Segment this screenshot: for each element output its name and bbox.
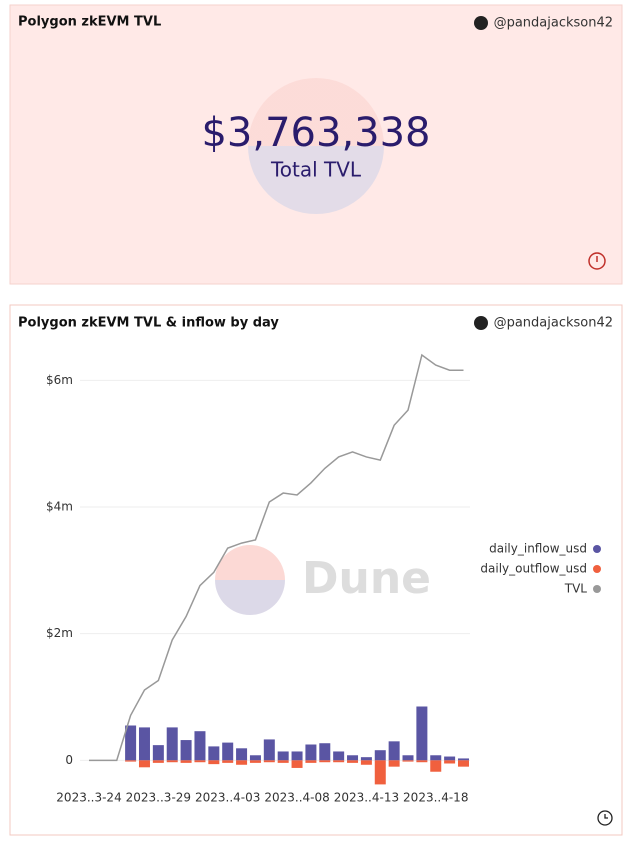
x-tick-label: 2023..4-13 bbox=[334, 791, 399, 805]
bar bbox=[444, 756, 456, 761]
bar bbox=[305, 760, 317, 763]
bar bbox=[249, 760, 261, 763]
x-tick-label: 2023..3-24 bbox=[56, 791, 121, 805]
bar bbox=[236, 748, 248, 761]
bar bbox=[222, 760, 234, 763]
bar bbox=[152, 745, 164, 761]
bar bbox=[402, 755, 414, 761]
y-tick-label: 0 bbox=[65, 753, 73, 767]
bar bbox=[360, 760, 372, 765]
bar bbox=[291, 760, 303, 768]
bar bbox=[416, 760, 428, 763]
bar bbox=[333, 760, 345, 763]
chart-title: Polygon zkEVM TVL & inflow by day bbox=[18, 316, 279, 331]
counter-title: Polygon zkEVM TVL bbox=[18, 15, 161, 30]
bar bbox=[263, 760, 275, 763]
bar bbox=[194, 731, 206, 761]
bar bbox=[388, 760, 400, 767]
bar bbox=[374, 760, 386, 785]
bar bbox=[416, 706, 428, 761]
bar bbox=[430, 755, 442, 761]
bar bbox=[319, 760, 331, 763]
legend-label: daily_inflow_usd bbox=[489, 542, 587, 556]
bar bbox=[125, 760, 137, 762]
watermark: Dune bbox=[302, 553, 431, 604]
legend-label: daily_outflow_usd bbox=[480, 562, 587, 576]
bar bbox=[222, 742, 234, 761]
bar bbox=[360, 757, 372, 761]
bar bbox=[319, 743, 331, 761]
bar bbox=[138, 727, 150, 761]
bar bbox=[402, 760, 414, 762]
legend-swatch bbox=[593, 585, 601, 593]
bar bbox=[444, 760, 456, 764]
watermark-logo bbox=[248, 78, 384, 214]
bar bbox=[291, 751, 303, 761]
author[interactable]: @pandajackson42 bbox=[494, 316, 613, 331]
bar bbox=[277, 760, 289, 763]
bar bbox=[388, 741, 400, 761]
bar bbox=[347, 760, 359, 763]
bar bbox=[166, 760, 178, 763]
legend-label: TVL bbox=[564, 582, 588, 596]
bar bbox=[263, 739, 275, 761]
watermark-logo bbox=[215, 545, 285, 615]
bar bbox=[277, 751, 289, 761]
bar bbox=[457, 760, 469, 767]
bar bbox=[138, 760, 150, 768]
tvl-line bbox=[89, 353, 464, 762]
y-tick-label: $2m bbox=[46, 626, 73, 640]
x-tick-label: 2023..4-03 bbox=[195, 791, 260, 805]
bar bbox=[249, 755, 261, 761]
refresh-icon[interactable] bbox=[597, 810, 613, 826]
bar bbox=[457, 758, 469, 761]
y-tick-label: $6m bbox=[46, 373, 73, 387]
bar bbox=[347, 755, 359, 761]
bar bbox=[236, 760, 248, 765]
bar bbox=[374, 750, 386, 761]
bar bbox=[180, 760, 192, 763]
bar bbox=[152, 760, 164, 763]
bar bbox=[305, 744, 317, 761]
x-tick-label: 2023..4-18 bbox=[403, 791, 468, 805]
bar bbox=[125, 725, 137, 761]
avatar bbox=[474, 316, 488, 330]
bar bbox=[208, 746, 220, 761]
avatar bbox=[474, 16, 488, 30]
x-tick-label: 2023..3-29 bbox=[126, 791, 191, 805]
x-tick-label: 2023..4-08 bbox=[264, 791, 329, 805]
bar bbox=[166, 727, 178, 761]
legend-swatch bbox=[593, 565, 601, 573]
legend-swatch bbox=[593, 545, 601, 553]
bar bbox=[333, 751, 345, 761]
bar bbox=[194, 760, 206, 763]
refresh-icon-hands bbox=[604, 814, 608, 819]
bar bbox=[430, 760, 442, 772]
counter-value: $3,763,338 bbox=[201, 110, 430, 156]
bar bbox=[208, 760, 220, 765]
author[interactable]: @pandajackson42 bbox=[494, 16, 613, 31]
y-tick-label: $4m bbox=[46, 500, 73, 514]
bar bbox=[180, 740, 192, 761]
warning-icon[interactable] bbox=[588, 252, 606, 270]
counter-label: Total TVL bbox=[270, 158, 362, 182]
